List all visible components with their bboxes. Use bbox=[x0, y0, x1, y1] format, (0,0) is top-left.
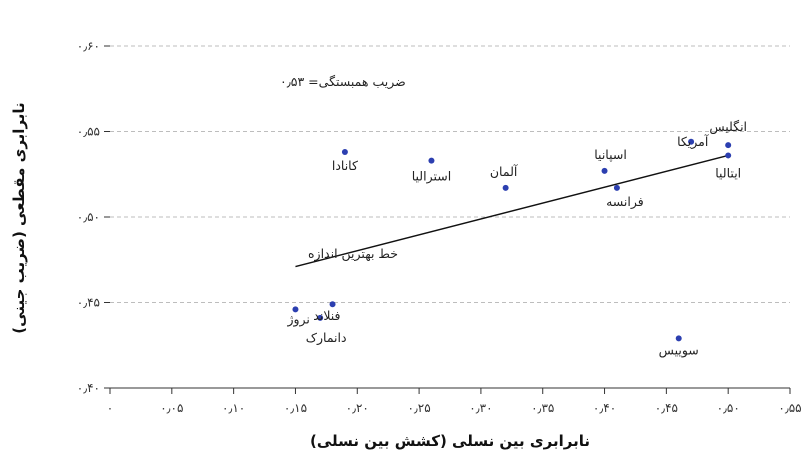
x-tick-label: ۰٫۴۵ bbox=[655, 401, 678, 415]
y-tick-label: ۰٫۶۰ bbox=[77, 39, 100, 53]
gridlines bbox=[110, 45, 790, 303]
x-tick-label: ۰٫۰۵ bbox=[160, 401, 183, 415]
point-label: ایتالیا bbox=[715, 165, 741, 180]
point-label: انگلیس bbox=[709, 119, 747, 135]
x-tick-labels: ۰ ۰٫۰۵ ۰٫۱۰ ۰٫۱۵ ۰٫۲۰ ۰٫۲۵ ۰٫۳۰ ۰٫۳۵ ۰٫۴۰ ۰٫۴۵ ۰٫۵… bbox=[107, 401, 802, 415]
point-labels: نروژ دانمارک فنلاند کانادا استرالیا آلمان اسپا… bbox=[286, 119, 747, 358]
x-tick-label: ۰٫۱۰ bbox=[222, 401, 245, 415]
axes bbox=[104, 45, 791, 394]
y-tick-label: ۰٫۵۵ bbox=[77, 125, 100, 139]
x-tick-label: ۰٫۳۰ bbox=[469, 401, 492, 415]
point-label: اسپانیا bbox=[594, 147, 627, 162]
data-point bbox=[292, 306, 299, 313]
x-tick-label: ۰٫۵۵ bbox=[778, 401, 801, 415]
data-point bbox=[428, 157, 435, 164]
point-label: آمریکا bbox=[677, 134, 709, 150]
best-fit-line bbox=[295, 154, 729, 268]
data-point bbox=[317, 314, 324, 321]
point-label: کانادا bbox=[332, 158, 358, 173]
x-tick-label: ۰٫۲۰ bbox=[346, 401, 369, 415]
point-label: دانمارک bbox=[306, 330, 347, 346]
y-tick-labels: ۰٫۴۰ ۰٫۴۵ ۰٫۵۰ ۰٫۵۵ ۰٫۶۰ bbox=[77, 39, 100, 395]
data-point bbox=[613, 184, 620, 191]
x-tick-label: ۰٫۵۰ bbox=[717, 401, 740, 415]
x-tick-label: ۰٫۴۰ bbox=[593, 401, 616, 415]
y-tick-label: ۰٫۴۵ bbox=[77, 296, 100, 310]
point-label: آلمان bbox=[490, 164, 518, 179]
point-label: سوییس bbox=[659, 342, 699, 358]
data-point bbox=[725, 152, 732, 159]
y-tick-label: ۰٫۴۰ bbox=[77, 381, 100, 395]
correlation-note: ضریب همبستگی= ۰٫۵۳ bbox=[280, 74, 406, 90]
y-axis-label: نابرابری مقطعی (ضریب جینی) bbox=[10, 102, 28, 333]
x-tick-label: ۰ bbox=[107, 401, 113, 415]
point-label: نروژ bbox=[286, 311, 309, 327]
fit-line-label: خط بهترین اندازه bbox=[308, 246, 398, 262]
x-axis-label: نابرابری بین نسلی (کشش بین نسلی) bbox=[310, 432, 590, 450]
data-point bbox=[601, 167, 608, 174]
data-point bbox=[675, 335, 682, 342]
data-points bbox=[292, 138, 732, 342]
point-label: استرالیا bbox=[412, 169, 451, 185]
data-point bbox=[502, 184, 509, 191]
point-label: فرانسه bbox=[606, 194, 644, 210]
x-tick-label: ۰٫۲۵ bbox=[407, 401, 430, 415]
data-point bbox=[725, 142, 732, 149]
fit-line-group bbox=[295, 154, 729, 268]
x-tick-label: ۰٫۳۵ bbox=[531, 401, 554, 415]
point-label: فنلاند bbox=[313, 308, 340, 323]
y-tick-label: ۰٫۵۰ bbox=[77, 210, 100, 224]
data-point bbox=[341, 149, 348, 156]
data-point bbox=[688, 138, 695, 145]
x-tick-label: ۰٫۱۵ bbox=[284, 401, 307, 415]
data-point bbox=[329, 301, 336, 308]
